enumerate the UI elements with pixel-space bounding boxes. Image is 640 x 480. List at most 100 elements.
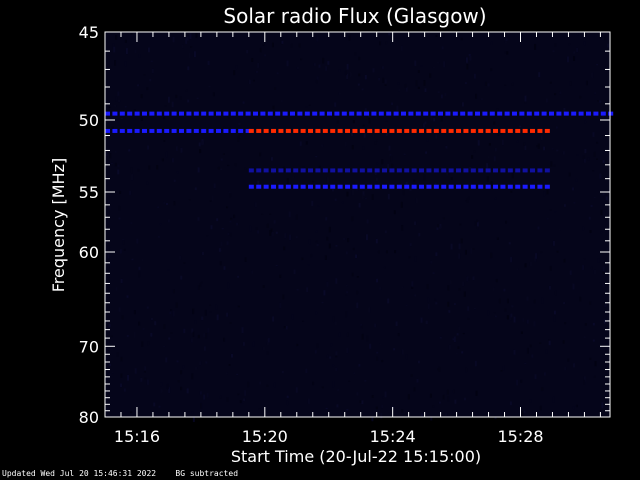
noise-speckle bbox=[302, 320, 305, 322]
noise-speckle bbox=[121, 315, 124, 320]
noise-speckle bbox=[126, 335, 129, 337]
noise-speckle bbox=[516, 268, 519, 270]
noise-speckle bbox=[488, 143, 491, 146]
noise-speckle bbox=[221, 228, 224, 230]
noise-speckle bbox=[401, 409, 404, 413]
noise-speckle bbox=[170, 309, 173, 311]
noise-speckle bbox=[549, 81, 552, 84]
noise-speckle bbox=[425, 320, 428, 325]
noise-speckle bbox=[241, 327, 244, 334]
noise-speckle bbox=[385, 132, 388, 136]
noise-speckle bbox=[261, 213, 264, 215]
noise-speckle bbox=[324, 255, 327, 260]
noise-speckle bbox=[346, 191, 349, 197]
noise-speckle bbox=[170, 332, 173, 334]
noise-speckle bbox=[201, 316, 204, 321]
noise-speckle bbox=[564, 366, 567, 371]
noise-speckle bbox=[516, 140, 519, 143]
feature-mid-line bbox=[493, 184, 499, 189]
noise-speckle bbox=[453, 336, 456, 343]
noise-speckle bbox=[534, 374, 537, 380]
feature-persistent-line bbox=[112, 111, 118, 116]
noise-speckle bbox=[446, 389, 449, 395]
noise-speckle bbox=[502, 365, 505, 371]
noise-speckle bbox=[235, 65, 238, 70]
noise-speckle bbox=[437, 61, 440, 64]
noise-speckle bbox=[353, 372, 356, 375]
noise-speckle bbox=[567, 358, 570, 362]
noise-speckle bbox=[328, 243, 331, 249]
feature-faint-line bbox=[293, 168, 299, 173]
noise-speckle bbox=[259, 47, 262, 53]
noise-speckle bbox=[546, 217, 549, 220]
noise-speckle bbox=[438, 366, 441, 372]
feature-persistent-line bbox=[156, 111, 162, 116]
noise-speckle bbox=[448, 310, 451, 313]
noise-speckle bbox=[195, 32, 198, 38]
feature-mid-line bbox=[500, 184, 506, 189]
feature-faint-line bbox=[322, 168, 328, 173]
noise-speckle bbox=[364, 74, 367, 80]
feature-strong-line bbox=[352, 128, 358, 133]
noise-speckle bbox=[196, 97, 199, 99]
noise-speckle bbox=[335, 245, 338, 247]
noise-speckle bbox=[524, 145, 527, 150]
noise-speckle bbox=[349, 72, 352, 77]
noise-speckle bbox=[417, 86, 420, 89]
noise-speckle bbox=[605, 392, 608, 397]
noise-speckle bbox=[404, 83, 407, 88]
noise-speckle bbox=[332, 381, 335, 388]
noise-speckle bbox=[579, 95, 582, 99]
noise-speckle bbox=[318, 165, 321, 170]
noise-speckle bbox=[389, 154, 392, 157]
feature-mid-line bbox=[485, 184, 491, 189]
noise-speckle bbox=[470, 248, 473, 254]
noise-speckle bbox=[371, 194, 374, 200]
noise-speckle bbox=[239, 400, 242, 404]
feature-early-line bbox=[223, 128, 229, 133]
feature-persistent-line bbox=[230, 111, 236, 116]
noise-speckle bbox=[599, 100, 602, 103]
noise-speckle bbox=[189, 33, 192, 40]
noise-speckle bbox=[371, 395, 374, 398]
noise-speckle bbox=[138, 271, 141, 278]
feature-early-line bbox=[193, 128, 199, 133]
noise-speckle bbox=[258, 408, 261, 411]
noise-speckle bbox=[317, 205, 320, 207]
noise-speckle bbox=[108, 206, 111, 210]
noise-speckle bbox=[520, 379, 523, 383]
noise-speckle bbox=[117, 164, 120, 168]
noise-speckle bbox=[493, 312, 496, 314]
noise-speckle bbox=[548, 339, 551, 341]
noise-speckle bbox=[151, 68, 154, 74]
feature-faint-line bbox=[470, 168, 476, 173]
noise-speckle bbox=[108, 324, 111, 328]
noise-speckle bbox=[120, 383, 123, 388]
noise-speckle bbox=[583, 258, 586, 260]
noise-speckle bbox=[197, 167, 200, 173]
noise-speckle bbox=[496, 108, 499, 114]
feature-persistent-line bbox=[541, 111, 547, 116]
noise-speckle bbox=[394, 250, 397, 254]
noise-speckle bbox=[110, 162, 113, 165]
noise-speckle bbox=[223, 126, 226, 130]
feature-mid-line bbox=[515, 184, 521, 189]
feature-persistent-line bbox=[497, 111, 503, 116]
noise-speckle bbox=[343, 238, 346, 240]
noise-speckle bbox=[597, 258, 600, 263]
feature-faint-line bbox=[345, 168, 351, 173]
noise-speckle bbox=[146, 306, 149, 309]
noise-speckle bbox=[281, 40, 284, 44]
noise-speckle bbox=[592, 339, 595, 342]
feature-persistent-line bbox=[467, 111, 473, 116]
noise-speckle bbox=[326, 281, 329, 287]
noise-speckle bbox=[203, 394, 206, 400]
noise-speckle bbox=[401, 286, 404, 288]
noise-speckle bbox=[602, 282, 605, 288]
noise-speckle bbox=[384, 79, 387, 84]
noise-speckle bbox=[207, 328, 210, 333]
feature-faint-line bbox=[359, 168, 365, 173]
noise-speckle bbox=[191, 373, 194, 380]
noise-speckle bbox=[227, 164, 230, 167]
noise-speckle bbox=[219, 261, 222, 266]
